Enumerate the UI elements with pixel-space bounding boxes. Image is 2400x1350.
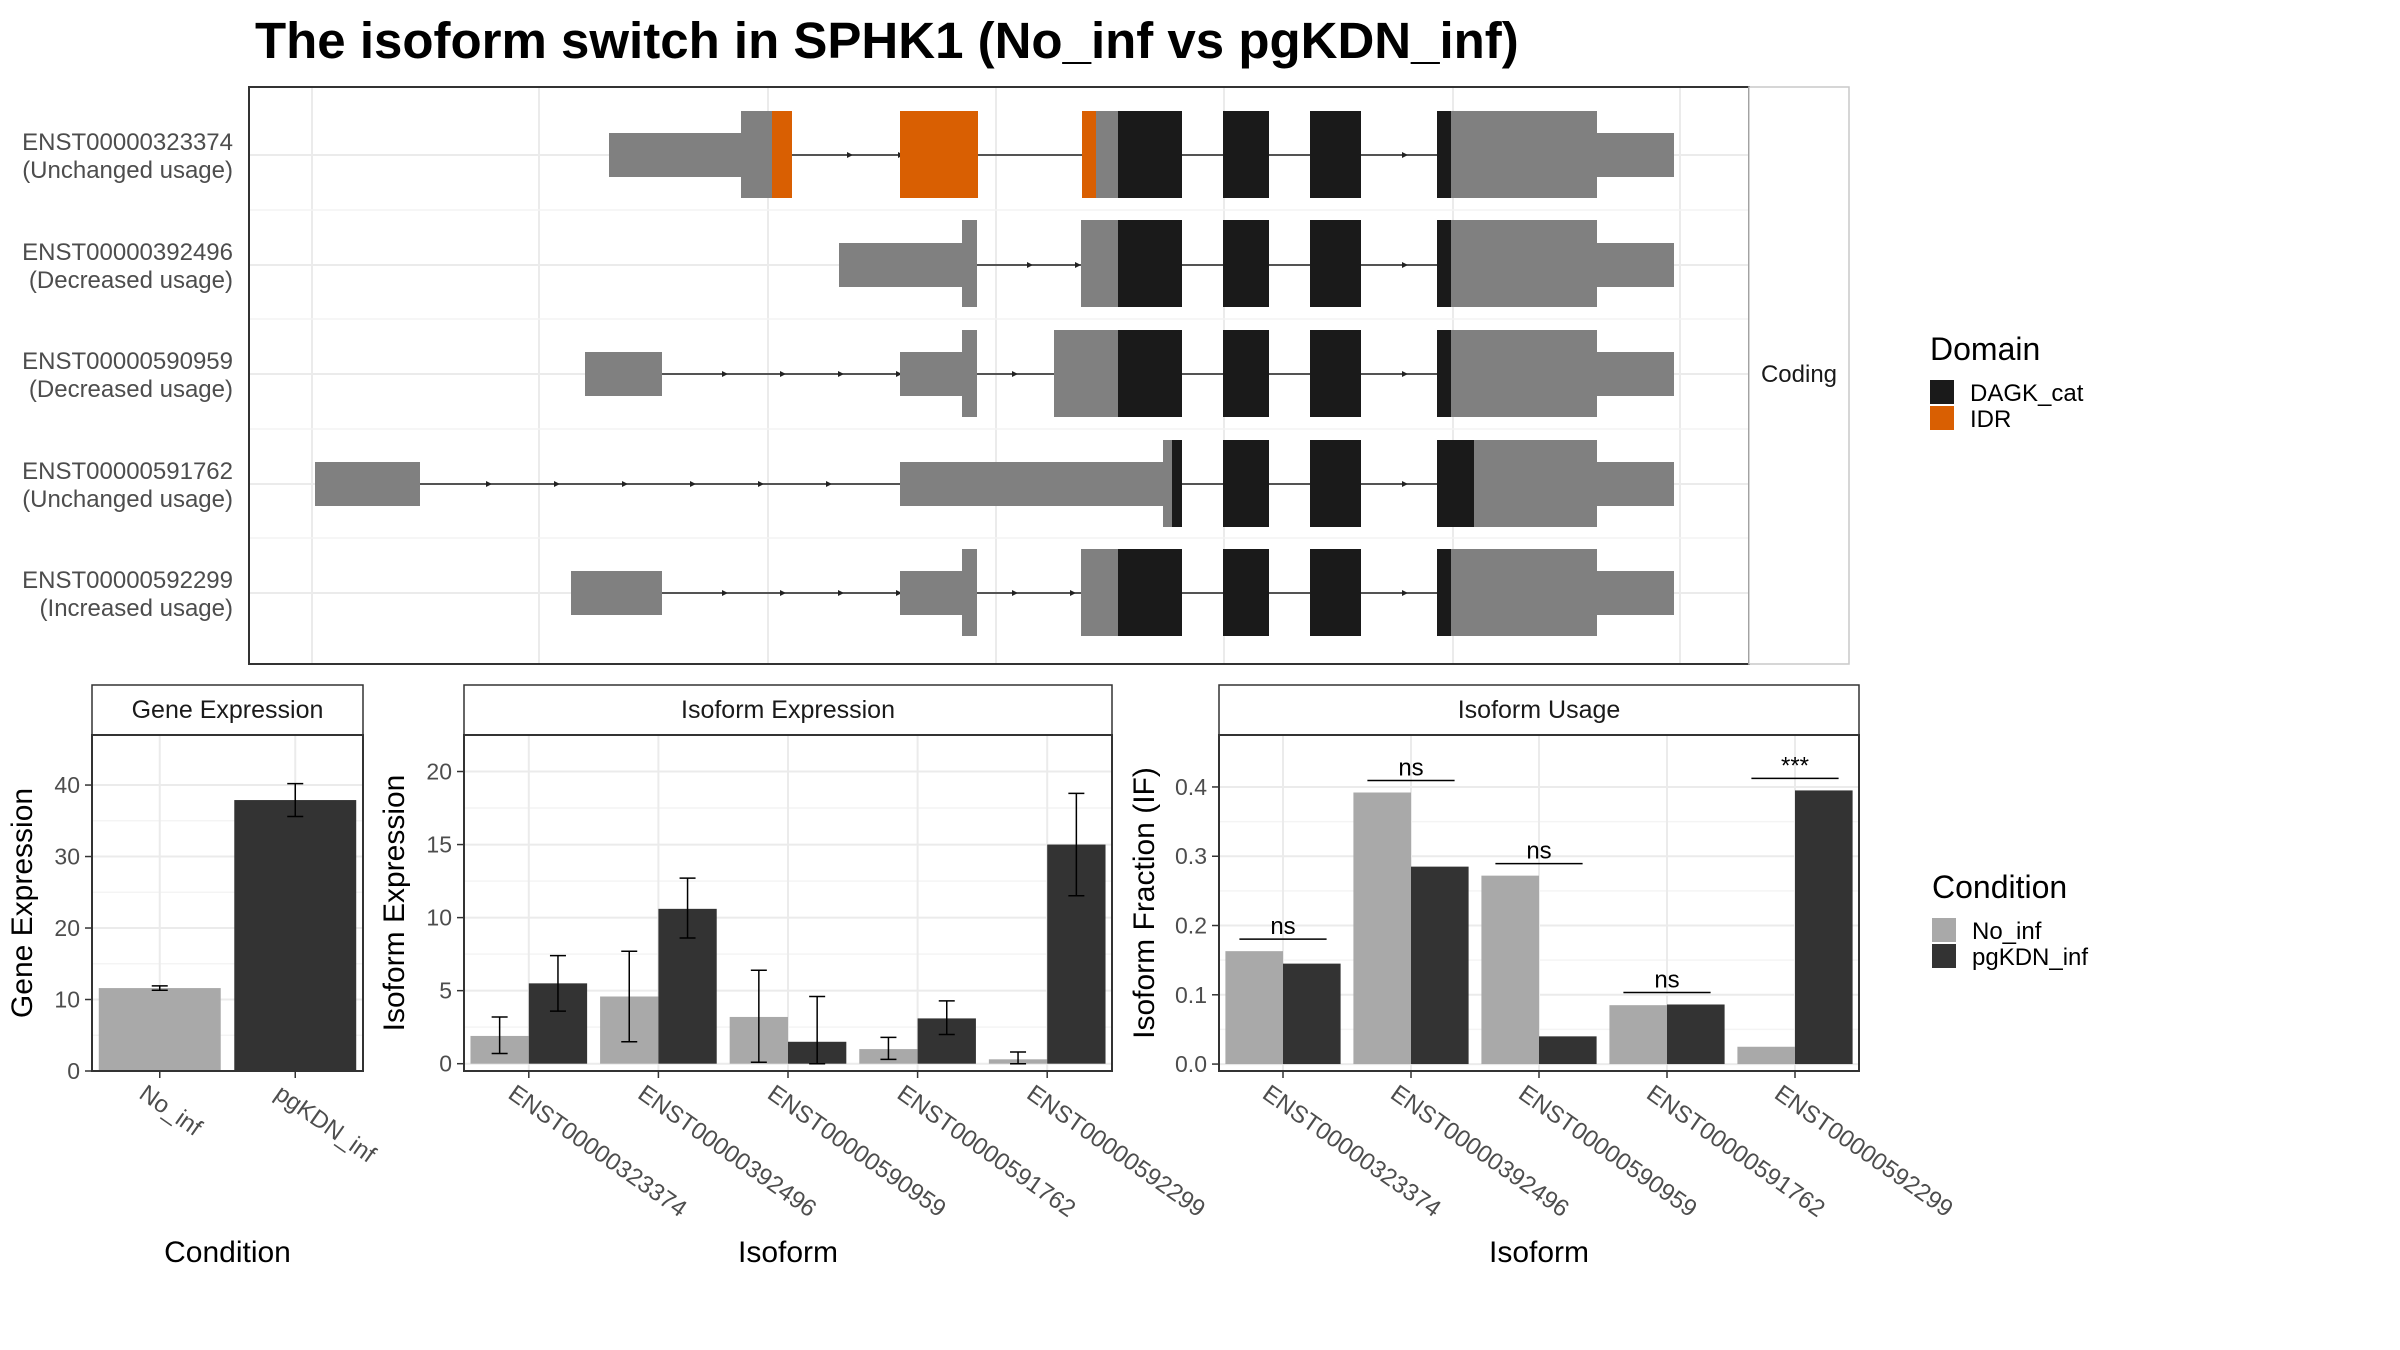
isoform-label-status: (Decreased usage) [29,376,233,403]
figure-title: The isoform switch in SPHK1 (No_inf vs p… [255,12,1519,69]
y-axis-title: Isoform Fraction (IF) [1128,767,1161,1039]
isoform-track-2 [839,220,1674,307]
isoform-label-id: ENST00000591762 [22,458,233,485]
significance-label: *** [1781,752,1809,779]
bar-chart-panels: Gene Expression 0 10 20 30 40 No_inf pgKDN_inf C… [6,684,1958,1269]
bar [1225,951,1283,1065]
condition-legend-title: Condition [1932,869,2067,905]
condition-legend-swatch [1932,944,1956,968]
condition-legend: Condition No_inf pgKDN_inf [1932,869,2088,971]
plot-border [91,734,364,1072]
y-tick-label: 20 [54,915,80,941]
bar [1283,963,1341,1065]
y-tick-label: 10 [54,987,80,1013]
condition-legend-label: No_inf [1972,918,2042,945]
bar [1795,790,1853,1065]
panel-strip [91,684,364,736]
bar [1539,1036,1597,1065]
y-axis-title: Isoform Expression [378,775,411,1032]
isoform-label-status: (Increased usage) [40,595,233,622]
bar-panel-2: Isoform Expression05101520ENST0000032337… [378,684,1210,1269]
domain-legend-swatch [1930,406,1954,430]
bar [1667,1004,1725,1065]
y-tick-label: 0 [67,1058,80,1084]
x-tick-label: No_inf [134,1080,207,1142]
condition-legend-label: pgKDN_inf [1972,944,2088,971]
bar [1411,866,1469,1065]
isoform-label-id: ENST00000592299 [22,567,233,594]
isoform-track-5 [571,549,1674,636]
significance-label: ns [1526,838,1551,865]
isoform-label-id: ENST00000392496 [22,239,233,266]
significance-label: ns [1398,755,1423,782]
isoform-label-id: ENST00000590959 [22,348,233,375]
isoform-track-1 [609,111,1674,198]
x-tick-label: pgKDN_inf [270,1080,381,1169]
isoform-label-status: (Unchanged usage) [22,486,233,513]
coding-facet-label: Coding [1761,361,1837,388]
y-tick-label: 0.0 [1175,1051,1207,1077]
significance-label: ns [1654,966,1679,993]
bar [234,800,357,1071]
domain-legend-label: DAGK_cat [1970,380,2084,407]
y-axis-title: Gene Expression [6,788,39,1018]
x-axis-title: Condition [164,1236,291,1269]
bar-panel-1: Gene Expression 0 10 20 30 40 No_inf pgKDN_inf C… [6,684,381,1269]
isoform-labels: ENST00000323374 (Unchanged usage) ENST00… [22,129,233,622]
panel-strip-label: Isoform Expression [681,696,895,724]
panel-strip-label: Isoform Usage [1458,696,1621,724]
bar [1353,792,1411,1065]
y-tick-label: 0.1 [1175,982,1207,1008]
domain-legend-label: IDR [1970,406,2011,433]
isoform-track-4 [315,440,1674,527]
bar [1481,875,1539,1065]
domain-legend-swatch [1930,380,1954,404]
isoform-label-id: ENST00000323374 [22,129,233,156]
y-tick-label: 0.2 [1175,913,1207,939]
y-tick-label: 40 [54,772,80,798]
bar [1609,1005,1667,1065]
isoform-label-status: (Unchanged usage) [22,157,233,184]
domain-legend-title: Domain [1930,331,2040,367]
x-axis-title: Isoform [738,1236,838,1269]
bar [1737,1046,1795,1065]
significance-label: ns [1270,913,1295,940]
structure-grid-minor [249,209,1749,539]
y-tick-label: 0 [439,1051,452,1077]
panel-strip [1218,684,1860,736]
panel-strip-label: Gene Expression [132,696,324,724]
y-tick-label: 30 [54,844,80,870]
isoform-label-status: (Decreased usage) [29,267,233,294]
y-tick-label: 0.3 [1175,843,1207,869]
y-tick-label: 20 [426,759,452,785]
structure-panel: Coding ENST00000323374 (Unchanged usage)… [22,86,1850,665]
y-tick-label: 5 [439,978,452,1004]
y-tick-label: 15 [426,832,452,858]
coding-facet-strip [1748,86,1850,665]
panel-strip [463,684,1113,736]
y-tick-label: 0.4 [1175,774,1207,800]
y-tick-label: 10 [426,905,452,931]
condition-legend-swatch [1932,918,1956,942]
bar [98,988,221,1071]
isoform-track-3 [585,330,1674,417]
bar-panel-3: Isoform Usagensnsnsns***0.00.10.20.30.4E… [1128,684,1958,1269]
x-axis-title: Isoform [1489,1236,1589,1269]
domain-legend: Domain DAGK_cat IDR [1930,331,2084,433]
